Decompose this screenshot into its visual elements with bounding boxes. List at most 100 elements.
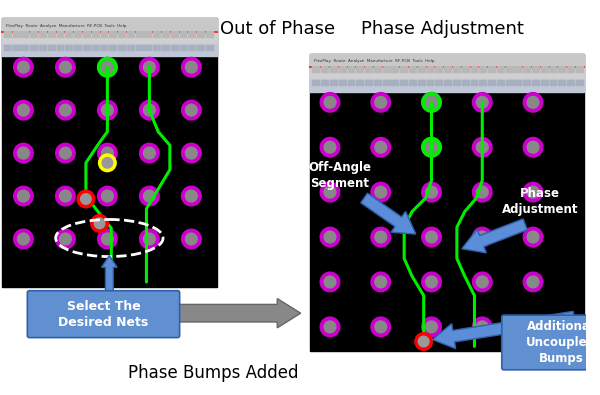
Bar [83,31,90,37]
Bar [22,45,28,50]
Bar [470,66,478,72]
Bar [101,45,107,50]
Circle shape [94,218,105,229]
Bar [576,80,583,85]
Circle shape [59,190,71,202]
Circle shape [56,229,75,249]
Bar [409,66,416,72]
Bar [514,66,521,72]
Circle shape [523,92,543,112]
Circle shape [320,137,340,157]
Circle shape [476,276,488,288]
Circle shape [17,61,29,73]
Circle shape [473,227,492,247]
Circle shape [422,182,441,202]
Bar [462,66,469,72]
Bar [48,31,55,37]
Bar [383,66,389,72]
Polygon shape [462,219,527,253]
Bar [347,66,355,72]
Circle shape [182,100,201,120]
Circle shape [98,154,116,172]
Circle shape [182,57,201,77]
Circle shape [98,100,117,120]
Circle shape [527,321,539,333]
Circle shape [476,141,488,153]
Circle shape [59,61,71,73]
Bar [188,45,195,50]
Circle shape [473,137,492,157]
Circle shape [324,276,336,288]
Circle shape [101,61,113,73]
Bar [74,45,81,50]
Circle shape [185,61,197,73]
Circle shape [473,317,492,337]
Bar [427,80,433,85]
Bar [310,65,584,79]
Circle shape [182,229,201,249]
Bar [374,80,381,85]
Text: Phase Bumps Added: Phase Bumps Added [128,364,298,382]
Bar [206,31,213,37]
Bar [65,31,72,37]
Bar [92,31,98,37]
Bar [479,80,486,85]
Circle shape [371,227,391,247]
Bar [310,53,584,65]
Polygon shape [101,256,117,293]
Circle shape [375,96,386,108]
Bar [356,80,363,85]
Bar [374,66,381,72]
Circle shape [324,321,336,333]
Bar [391,80,398,85]
Circle shape [185,190,197,202]
Circle shape [425,141,437,153]
Circle shape [91,214,109,232]
Circle shape [101,61,113,73]
Circle shape [527,231,539,243]
Circle shape [415,333,433,350]
Circle shape [371,317,391,337]
Circle shape [375,321,386,333]
Bar [109,31,116,37]
Circle shape [473,272,492,292]
Circle shape [320,272,340,292]
Circle shape [143,104,155,116]
Circle shape [56,57,75,77]
Bar [436,66,442,72]
Circle shape [59,233,71,245]
Bar [523,66,530,72]
Bar [541,80,548,85]
Text: Select The
Desired Nets: Select The Desired Nets [58,300,149,329]
Bar [171,45,178,50]
Bar [153,31,160,37]
Polygon shape [154,299,301,328]
Circle shape [185,104,197,116]
Circle shape [14,186,33,206]
Circle shape [140,229,159,249]
Text: Phase
Adjustment: Phase Adjustment [502,187,578,216]
Circle shape [143,61,155,73]
Circle shape [140,100,159,120]
Bar [197,31,204,37]
Circle shape [101,147,113,159]
Circle shape [98,57,117,77]
Circle shape [59,104,71,116]
Circle shape [375,231,386,243]
Circle shape [523,272,543,292]
Bar [383,80,389,85]
Polygon shape [361,193,416,234]
Bar [488,80,495,85]
Text: FlexPlay  Route  Analyze  Manufacture  RF-PCB  Tools  Help: FlexPlay Route Analyze Manufacture RF-PC… [314,59,435,63]
Bar [514,80,521,85]
Circle shape [56,100,75,120]
Bar [136,31,143,37]
Bar [313,80,319,85]
Bar [2,30,217,44]
Circle shape [17,147,29,159]
Circle shape [14,57,33,77]
Circle shape [422,137,441,157]
Circle shape [98,143,117,163]
Bar [206,45,213,50]
Circle shape [17,104,29,116]
